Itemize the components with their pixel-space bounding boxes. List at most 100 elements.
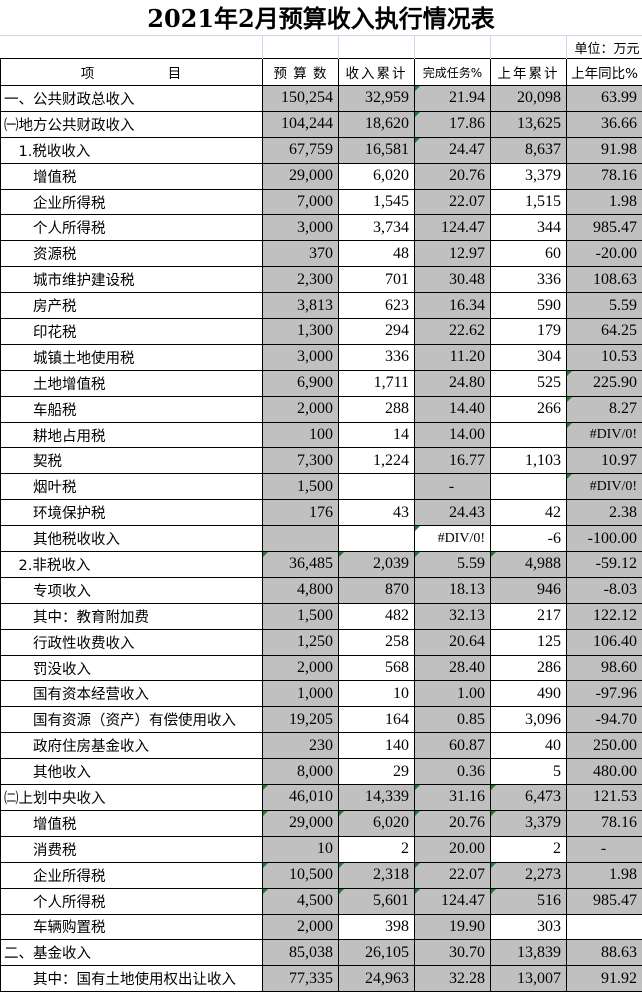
row-item[interactable]: 城镇土地使用税 [0,343,263,371]
cell-income[interactable]: 164 [338,706,415,734]
row-item[interactable]: 消费税 [0,835,263,863]
cell-pct[interactable]: 20.76 [414,809,491,837]
cell-budget[interactable]: 176 [262,499,339,527]
cell-budget[interactable]: 85,038 [262,939,339,967]
cell-prev[interactable]: 42 [490,499,567,527]
row-item[interactable]: 其他税收收入 [0,525,263,553]
cell-prev[interactable]: 266 [490,395,567,423]
row-item[interactable]: 2.非税收入 [0,551,263,578]
header-income[interactable]: 收入累计 [338,58,415,86]
row-item[interactable]: ㈠地方公共财政收入 [0,110,263,138]
cell-budget[interactable]: 7,300 [262,447,339,475]
cell-prev[interactable]: 946 [490,576,567,604]
cell-pct[interactable]: 18.13 [414,576,491,604]
cell-yoy[interactable]: 985.47 [566,214,642,242]
cell-yoy[interactable]: 1.98 [566,861,642,889]
cell-pct[interactable]: 60.87 [414,732,491,760]
cell-income[interactable]: 2,039 [338,551,415,578]
cell-yoy[interactable]: 480.00 [566,758,642,786]
row-item[interactable]: 城市维护建设税 [0,266,263,294]
cell-yoy[interactable]: 10.97 [566,447,642,475]
cell-income[interactable] [338,473,415,501]
cell-budget[interactable]: 7,000 [262,188,339,216]
cell-income[interactable]: 294 [338,318,415,345]
header-yoy-pct[interactable]: 上年同比% [566,58,642,86]
cell-yoy[interactable]: 10.53 [566,343,642,371]
unit-label[interactable]: 单位：万元 [574,41,640,57]
cell-budget[interactable]: 4,800 [262,576,339,604]
row-item[interactable]: 二、基金收入 [0,939,263,967]
cell-pct[interactable]: 24.47 [414,136,491,164]
cell-prev[interactable]: 179 [490,318,567,345]
header-completion-pct[interactable]: 完成任务% [414,58,491,86]
cell-pct[interactable]: 32.13 [414,602,491,630]
cell-income[interactable]: 43 [338,499,415,527]
cell-prev[interactable]: 60 [490,240,567,268]
cell-prev[interactable]: -6 [490,525,567,553]
cell-income[interactable]: 288 [338,395,415,423]
header-prev-year[interactable]: 上年累计 [490,58,567,86]
cell-prev[interactable]: 6,473 [490,784,567,811]
cell-yoy[interactable]: 122.12 [566,602,642,630]
cell-prev[interactable]: 286 [490,654,567,682]
cell-prev[interactable]: 2,273 [490,861,567,889]
cell-budget[interactable]: 19,205 [262,706,339,734]
row-item[interactable]: 企业所得税 [0,861,263,889]
cell-prev[interactable]: 3,379 [490,162,567,190]
cell-income[interactable]: 2,318 [338,861,415,889]
cell-pct[interactable]: 24.43 [414,499,491,527]
cell-prev[interactable]: 336 [490,266,567,294]
cell-budget[interactable]: 46,010 [262,784,339,811]
cell-budget[interactable]: 230 [262,732,339,760]
cell-budget[interactable]: 3,000 [262,343,339,371]
cell-prev[interactable]: 1,515 [490,188,567,216]
row-item[interactable]: 增值税 [0,162,263,190]
cell-budget[interactable]: 104,244 [262,110,339,138]
cell-budget[interactable]: 29,000 [262,809,339,837]
row-item[interactable]: 行政性收费收入 [0,628,263,656]
cell-prev[interactable]: 40 [490,732,567,760]
cell-pct[interactable]: 20.00 [414,835,491,863]
cell-yoy[interactable]: 106.40 [566,628,642,656]
cell-yoy[interactable]: 63.99 [566,85,642,112]
cell-prev[interactable]: 490 [490,680,567,708]
cell-pct[interactable]: 0.85 [414,706,491,734]
cell-yoy[interactable]: 8.27 [566,395,642,423]
cell-pct[interactable]: 0.36 [414,758,491,786]
cell-income[interactable]: 3,734 [338,214,415,242]
cell-yoy[interactable]: 985.47 [566,887,642,915]
cell-prev[interactable]: 3,096 [490,706,567,734]
row-item[interactable]: 烟叶税 [0,473,263,501]
cell-income[interactable]: 140 [338,732,415,760]
cell-yoy[interactable]: 1.98 [566,188,642,216]
cell-budget[interactable]: 370 [262,240,339,268]
cell-prev[interactable]: 13,625 [490,110,567,138]
cell-prev[interactable]: 13,007 [490,965,567,993]
cell-income[interactable]: 16,581 [338,136,415,164]
cell-pct[interactable]: 1.00 [414,680,491,708]
row-item[interactable]: 环境保护税 [0,499,263,527]
cell-prev[interactable] [490,473,567,501]
cell-yoy[interactable]: 78.16 [566,809,642,837]
cell-budget[interactable]: 150,254 [262,85,339,112]
cell-yoy[interactable]: 78.16 [566,162,642,190]
cell-budget[interactable]: 1,500 [262,473,339,501]
cell-prev[interactable]: 3,379 [490,809,567,837]
cell-pct[interactable]: 17.86 [414,110,491,138]
cell-pct[interactable]: 11.20 [414,343,491,371]
cell-pct[interactable]: 31.16 [414,784,491,811]
cell-pct[interactable]: 20.64 [414,628,491,656]
cell-prev[interactable] [490,421,567,449]
cell-prev[interactable]: 5 [490,758,567,786]
cell-pct[interactable]: 32.28 [414,965,491,993]
cell-income[interactable]: 258 [338,628,415,656]
cell-pct[interactable]: 24.80 [414,369,491,397]
cell-prev[interactable]: 125 [490,628,567,656]
cell-income[interactable]: 568 [338,654,415,682]
cell-prev[interactable]: 217 [490,602,567,630]
cell-pct[interactable]: 21.94 [414,85,491,112]
cell-pct[interactable]: 22.07 [414,861,491,889]
cell-pct[interactable]: #DIV/0! [414,525,491,553]
cell-income[interactable] [338,525,415,553]
header-item[interactable]: 项 目 [0,58,263,86]
